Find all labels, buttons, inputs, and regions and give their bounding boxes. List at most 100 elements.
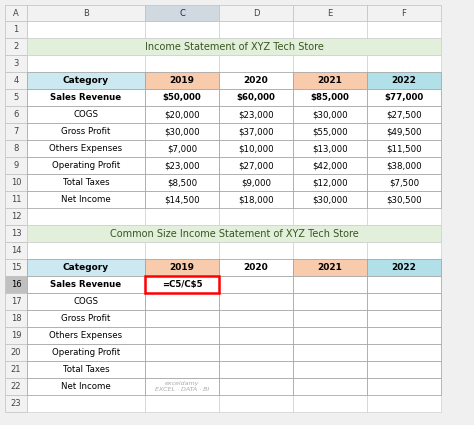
Bar	[5, 259, 27, 276]
Bar	[145, 327, 219, 344]
Bar	[219, 106, 293, 123]
Bar	[27, 310, 145, 327]
Bar	[219, 72, 293, 89]
Bar	[27, 140, 145, 157]
Bar	[219, 140, 293, 157]
Bar	[5, 5, 27, 21]
Bar	[219, 140, 293, 157]
Bar	[293, 327, 367, 344]
Text: exceldamy
EXCEL · DATA · BI: exceldamy EXCEL · DATA · BI	[155, 381, 209, 392]
Text: 15: 15	[11, 263, 21, 272]
Bar	[145, 395, 219, 412]
Bar	[219, 293, 293, 310]
Bar	[293, 242, 367, 259]
Text: $60,000: $60,000	[237, 93, 275, 102]
Bar	[145, 293, 219, 310]
Bar	[27, 259, 145, 276]
Text: Total Taxes: Total Taxes	[63, 178, 109, 187]
Text: $18,000: $18,000	[238, 195, 274, 204]
Bar	[145, 344, 219, 361]
Bar	[27, 276, 145, 293]
Bar	[219, 259, 293, 276]
Bar	[367, 123, 441, 140]
Bar	[27, 344, 145, 361]
Text: B: B	[83, 8, 89, 17]
Bar	[27, 38, 441, 55]
Bar	[293, 378, 367, 395]
Text: $13,000: $13,000	[312, 144, 348, 153]
Text: 3: 3	[13, 59, 18, 68]
Bar	[27, 361, 145, 378]
Bar	[219, 21, 293, 38]
Bar	[5, 310, 27, 327]
Bar	[219, 242, 293, 259]
Bar	[27, 378, 145, 395]
Text: 1: 1	[13, 25, 18, 34]
Text: 2019: 2019	[170, 263, 194, 272]
Text: 2022: 2022	[392, 263, 417, 272]
Bar	[5, 38, 27, 55]
Bar	[145, 225, 219, 242]
Bar	[219, 361, 293, 378]
Bar	[145, 174, 219, 191]
Bar	[293, 140, 367, 157]
Text: $8,500: $8,500	[167, 178, 197, 187]
Bar	[367, 225, 441, 242]
Bar	[5, 225, 27, 242]
Text: 5: 5	[13, 93, 18, 102]
Bar	[219, 327, 293, 344]
Text: E: E	[328, 8, 333, 17]
Bar	[367, 174, 441, 191]
Text: 2021: 2021	[318, 263, 342, 272]
Bar	[293, 106, 367, 123]
Bar	[145, 191, 219, 208]
Bar	[367, 276, 441, 293]
Bar	[5, 191, 27, 208]
Bar	[293, 310, 367, 327]
Bar	[293, 344, 367, 361]
Bar	[293, 89, 367, 106]
Bar	[145, 276, 219, 293]
Bar	[27, 327, 145, 344]
Bar	[293, 38, 367, 55]
Bar	[367, 174, 441, 191]
Bar	[367, 72, 441, 89]
Bar	[27, 140, 145, 157]
Text: COGS: COGS	[73, 297, 99, 306]
Text: $23,000: $23,000	[238, 110, 274, 119]
Bar	[5, 106, 27, 123]
Text: $38,000: $38,000	[386, 161, 422, 170]
Bar	[145, 123, 219, 140]
Text: Others Expenses: Others Expenses	[49, 144, 123, 153]
Bar	[367, 378, 441, 395]
Bar	[219, 327, 293, 344]
Bar	[5, 344, 27, 361]
Text: $49,500: $49,500	[386, 127, 422, 136]
Bar	[5, 140, 27, 157]
Bar	[145, 174, 219, 191]
Text: 11: 11	[11, 195, 21, 204]
Text: $50,000: $50,000	[163, 93, 201, 102]
Bar	[219, 378, 293, 395]
Bar	[145, 21, 219, 38]
Bar	[145, 361, 219, 378]
Bar	[367, 89, 441, 106]
Bar	[145, 106, 219, 123]
Bar	[219, 344, 293, 361]
Bar	[145, 5, 219, 21]
Bar	[367, 106, 441, 123]
Bar	[219, 123, 293, 140]
Text: C: C	[179, 8, 185, 17]
Bar	[367, 293, 441, 310]
Text: 2021: 2021	[318, 76, 342, 85]
Text: F: F	[401, 8, 406, 17]
Text: 21: 21	[11, 365, 21, 374]
Bar	[27, 378, 145, 395]
Text: 16: 16	[11, 280, 21, 289]
Bar	[219, 191, 293, 208]
Bar	[367, 344, 441, 361]
Text: $55,000: $55,000	[312, 127, 348, 136]
Bar	[293, 140, 367, 157]
Text: 2: 2	[13, 42, 18, 51]
Bar	[293, 276, 367, 293]
